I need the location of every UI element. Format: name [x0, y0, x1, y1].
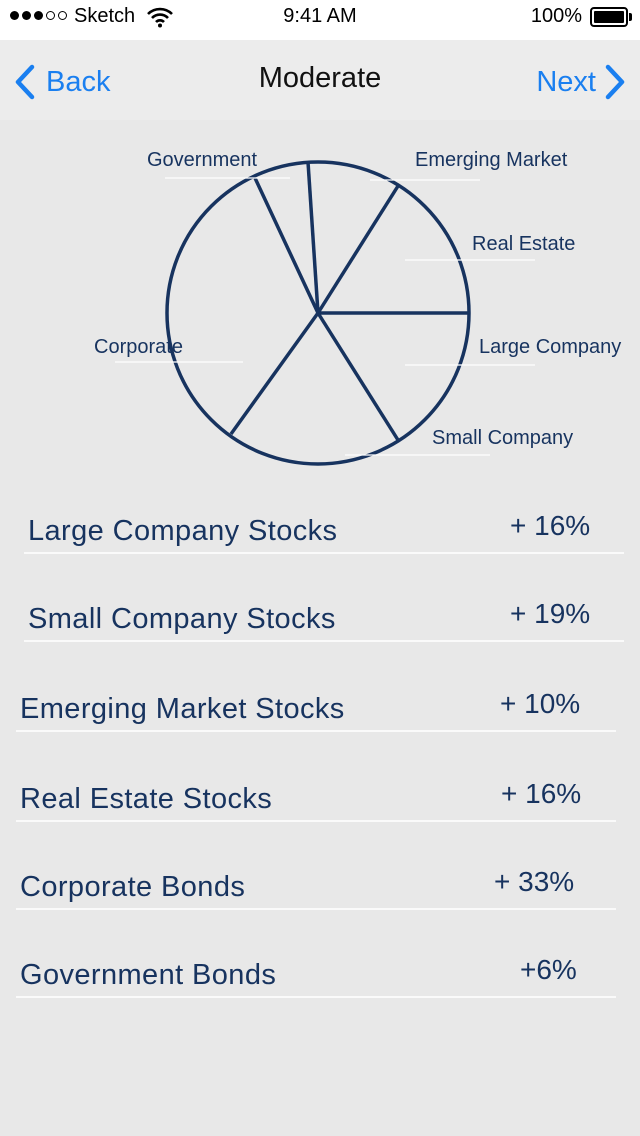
pie-slice-label: Corporate [94, 336, 183, 358]
allocation-percentage: + 16% [510, 510, 591, 541]
allocation-row[interactable]: Small Company Stocks + 19% [24, 598, 624, 642]
signal-dot [58, 11, 67, 20]
signal-dot [34, 11, 43, 20]
pie-slice-divider [316, 312, 400, 441]
pie-slice-label: Real Estate [472, 233, 575, 255]
chevron-left-icon [15, 64, 35, 100]
allocation-row[interactable]: Corporate Bonds + 33% [16, 866, 616, 910]
allocation-row[interactable]: Real Estate Stocks + 16% [16, 778, 616, 822]
battery-percentage: 100% [530, 5, 582, 27]
allocation-percentage: +6% [520, 954, 577, 985]
signal-dot [46, 11, 55, 20]
next-button-label: Next [536, 65, 596, 98]
wifi-icon [147, 7, 173, 28]
back-button-label: Back [46, 65, 111, 98]
allocation-percentage: + 16% [501, 778, 582, 809]
pie-slice-label: Large Company [479, 336, 621, 358]
page-title: Moderate [258, 62, 382, 94]
pie-slice-label: Emerging Market [415, 149, 568, 171]
next-button[interactable]: Next [536, 62, 626, 102]
battery-icon [590, 7, 632, 27]
pie-slice-divider [229, 311, 320, 436]
signal-dot [10, 11, 19, 20]
allocation-label: Large Company Stocks [28, 515, 338, 547]
allocation-row[interactable]: Government Bonds +6% [16, 954, 616, 998]
allocation-percentage: + 10% [500, 688, 581, 719]
status-bar: Sketch 9:41 AM 100% [0, 0, 640, 40]
allocation-row[interactable]: Large Company Stocks + 16% [24, 510, 624, 554]
pie-slice-divider [306, 161, 320, 314]
signal-dot [22, 11, 31, 20]
allocation-label: Government Bonds [20, 959, 277, 991]
allocation-label: Corporate Bonds [20, 871, 246, 903]
back-button[interactable]: Back [14, 62, 110, 102]
allocation-percentage: + 33% [494, 866, 575, 897]
pie-slice-divider [253, 177, 320, 314]
pie-slice-label: Government [147, 149, 257, 171]
pie-slice-label: Small Company [432, 427, 573, 449]
allocation-label: Real Estate Stocks [20, 783, 273, 815]
allocation-row[interactable]: Emerging Market Stocks + 10% [16, 688, 616, 732]
allocation-label: Small Company Stocks [28, 603, 336, 635]
allocation-percentage: + 19% [510, 598, 591, 629]
chevron-right-icon [605, 64, 625, 100]
carrier-name: Sketch [74, 5, 136, 27]
allocation-pie-chart: Government Emerging Market Real Estate Larg… [94, 149, 621, 466]
allocation-label: Emerging Market Stocks [20, 693, 345, 725]
pie-slice-divider [316, 185, 400, 314]
navigation-bar: Back Moderate Next [0, 40, 640, 120]
status-time: 9:41 AM [283, 5, 357, 27]
signal-strength-icon [10, 11, 67, 20]
